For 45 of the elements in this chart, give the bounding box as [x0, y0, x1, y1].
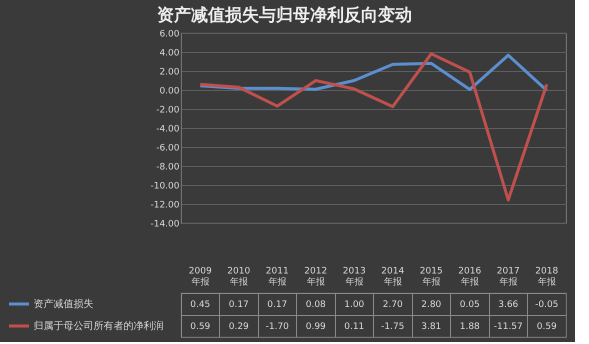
data-label: 0.17 [267, 300, 288, 310]
y-tick-label: -8.00 [156, 162, 180, 172]
y-tick-label: -4.00 [156, 124, 180, 134]
x-tick-label: 2010 年报 [227, 266, 250, 288]
y-tick-label: 0.00 [159, 86, 180, 96]
y-tick-label: -2.00 [156, 106, 180, 116]
data-label: -1.75 [381, 322, 404, 332]
x-tick-label: 2009 年报 [188, 266, 212, 288]
data-label: 0.99 [306, 322, 326, 332]
data-label: 1.00 [344, 300, 365, 310]
legend-label: 归属于母公司所有者的净利润 [34, 320, 164, 332]
y-tick-label: -14.00 [150, 220, 180, 230]
data-label: 0.05 [460, 300, 480, 310]
data-label: -11.57 [494, 322, 523, 332]
x-tick-label: 2013 年报 [342, 266, 366, 288]
data-label: -0.05 [535, 300, 558, 310]
data-label: 0.17 [228, 300, 249, 310]
data-label: 1.88 [460, 322, 480, 332]
y-tick-label: 6.00 [159, 30, 180, 40]
x-tick-label: 2011 年报 [266, 266, 289, 288]
y-tick-label: 2.00 [159, 68, 180, 78]
y-tick-label: -12.00 [150, 200, 180, 210]
data-label: 3.66 [498, 300, 519, 310]
x-tick-label: 2014 年报 [381, 266, 404, 288]
x-tick-label: 2015 年报 [420, 266, 443, 288]
data-label: 0.59 [536, 322, 558, 332]
y-tick-label: -10.00 [150, 182, 180, 192]
line-series [198, 52, 548, 202]
x-tick-label: 2017 年报 [496, 266, 520, 288]
data-label: 0.11 [344, 322, 364, 332]
data-label: 2.80 [421, 300, 442, 310]
data-label: 0.08 [306, 300, 326, 310]
data-label: 3.81 [421, 322, 442, 332]
y-tick-label: 4.00 [159, 48, 180, 58]
x-tick-label: 2016 年报 [458, 266, 482, 288]
x-tick-label: 2018 年报 [535, 266, 558, 288]
data-label: -1.70 [266, 322, 290, 332]
data-label: 0.45 [190, 300, 210, 310]
chart-title: 资产减值损失与归母净利反向变动 [157, 6, 412, 26]
data-label: 0.29 [228, 322, 250, 332]
y-tick-label: -6.00 [156, 144, 180, 154]
data-label: 0.59 [190, 322, 211, 332]
legend-label: 资产减值损失 [34, 298, 94, 310]
x-tick-label: 2012 年报 [304, 266, 328, 288]
data-label: 2.70 [382, 300, 404, 310]
